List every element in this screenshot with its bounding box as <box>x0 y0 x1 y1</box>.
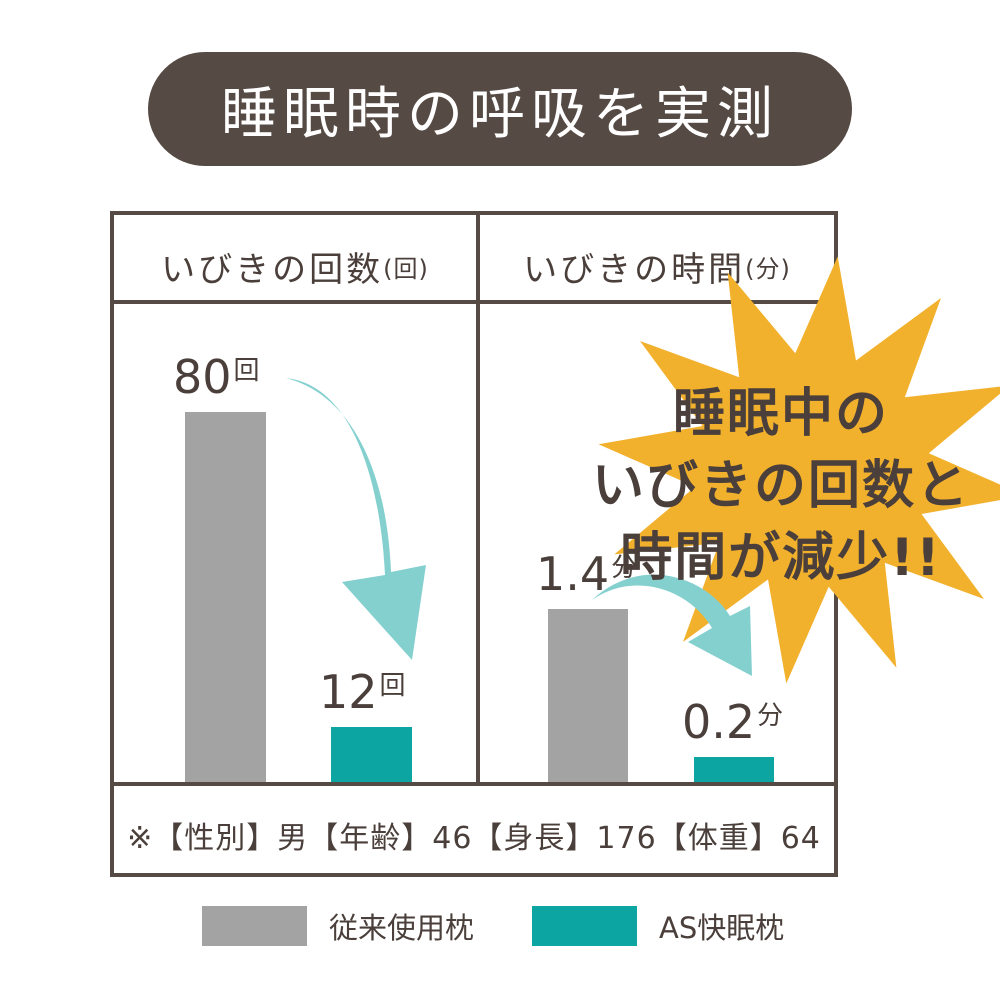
panel-unit-count: (回) <box>383 254 429 283</box>
header-divider <box>110 300 838 304</box>
legend-item-conventional: 従来使用枕 <box>202 906 474 946</box>
panel-title-time: いびきの時間 <box>523 249 746 290</box>
bar-count-as <box>331 726 412 782</box>
starburst-shape <box>598 256 1000 684</box>
footnote: ※【性別】男【年齢】46【身長】176【体重】64 <box>127 821 821 856</box>
panel-title-count: いびきの回数 <box>161 249 384 290</box>
panel-divider <box>476 211 480 786</box>
panel-header-count: いびきの回数 (回) <box>114 236 476 296</box>
footnote-divider <box>110 782 838 786</box>
panel-header-time: いびきの時間 (分) <box>480 236 834 296</box>
legend-item-as: AS快眠枕 <box>532 906 784 946</box>
value-label-count-conventional: 80回 <box>173 350 260 404</box>
callout-line-1: 睡眠中の <box>672 384 889 444</box>
callout-line-3: 時間が減少!! <box>620 528 942 588</box>
panel-unit-time: (分) <box>745 254 791 283</box>
value-label-time-as: 0.2分 <box>682 695 784 750</box>
bar-time-as <box>694 757 774 782</box>
legend-label-conventional: 従来使用枕 <box>329 911 475 945</box>
legend-swatch-as <box>532 906 637 946</box>
decrease-arrow-icon-count <box>286 378 426 660</box>
decrease-arrow-icon-time <box>592 574 752 676</box>
legend-label-as: AS快眠枕 <box>659 911 785 945</box>
value-label-count-as: 12回 <box>319 664 406 719</box>
bar-count-conventional <box>185 412 266 782</box>
value-label-time-conventional: 1.4分 <box>536 547 638 602</box>
callout-line-2: いびきの回数と <box>591 456 970 516</box>
legend-swatch-conventional <box>202 906 307 946</box>
bar-time-conventional <box>548 609 628 782</box>
callout-text: 睡眠中の いびきの回数と 時間が減少!! <box>586 378 976 594</box>
page-title: 睡眠時の呼吸を実測 <box>148 52 852 166</box>
